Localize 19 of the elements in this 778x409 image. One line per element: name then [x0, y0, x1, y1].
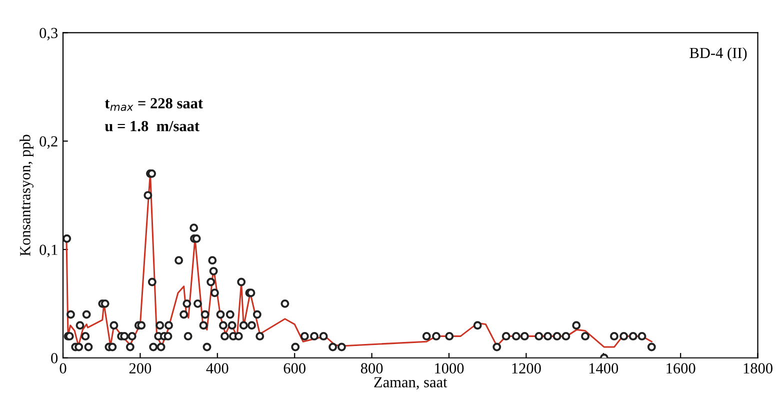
x-tick-label: 0: [60, 363, 66, 374]
annotation: BD-4 (II): [690, 47, 747, 62]
y-tick-label: 0,3: [40, 28, 58, 40]
x-axis-title: Zaman, saat: [374, 377, 448, 390]
y-tick-label: 0,2: [40, 136, 58, 149]
x-tick-label: 1800: [744, 363, 772, 374]
x-tick-label: 600: [284, 363, 306, 374]
y-tick-label: 0,1: [40, 244, 58, 258]
annotation: u = 1.8 m/saat: [104, 120, 200, 132]
x-tick-label: 1600: [666, 363, 696, 374]
y-tick-label: 0: [51, 353, 58, 364]
x-tick-label: 1000: [435, 363, 464, 374]
annotation: t$_{max}$ = 228 saat: [104, 98, 203, 111]
x-tick-label: 1200: [512, 363, 541, 374]
x-tick-label: 1400: [589, 363, 618, 374]
x-tick-label: 200: [129, 363, 152, 374]
x-tick-label: 400: [206, 363, 228, 374]
x-tick-label: 800: [360, 363, 383, 374]
y-axis-title: Konsantrasyon, ppb: [20, 134, 34, 256]
